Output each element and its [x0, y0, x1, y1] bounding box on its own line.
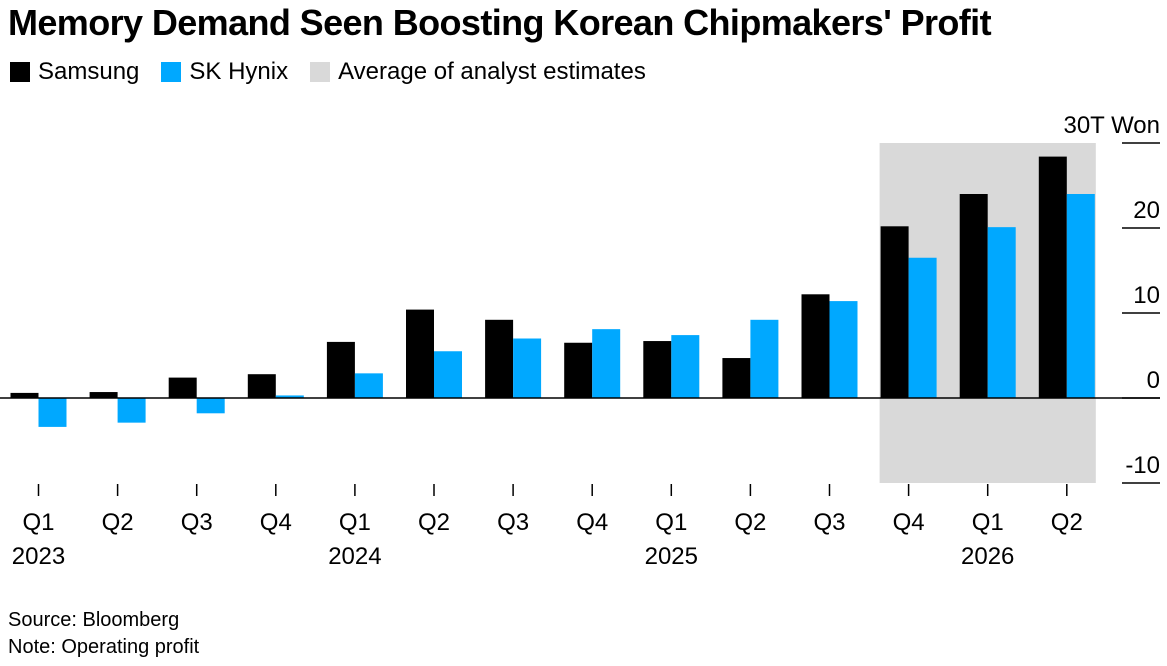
- bar-chart: 30T Won 20 10 0 -10 Q1 Q2 Q3 Q4 Q1 Q2 Q3 Q4 Q1 Q2 Q3 Q4 Q…: [0, 112, 1160, 570]
- x-tick-label: Q4: [893, 509, 925, 536]
- samsung-bar: [406, 309, 434, 398]
- x-tick-label: Q4: [576, 509, 608, 536]
- y-tick-label: 20: [1133, 197, 1160, 224]
- samsung-bar: [801, 294, 830, 398]
- samsung-bar: [89, 392, 118, 398]
- legend-swatch-sk-hynix: [161, 62, 182, 82]
- year-label: 2025: [645, 543, 698, 570]
- operating-profit-note: Note: Operating profit: [8, 636, 200, 658]
- sk-hynix-bar: [592, 329, 621, 398]
- sk-hynix-bar: [908, 257, 937, 398]
- sk-hynix-bar: [275, 395, 304, 398]
- x-tick-label: Q1: [655, 509, 687, 536]
- sk-hynix-bar: [829, 301, 858, 398]
- x-tick-label: Q2: [1051, 509, 1083, 536]
- year-label: 2026: [961, 543, 1014, 570]
- sk-hynix-bar: [987, 227, 1016, 398]
- samsung-bar: [10, 392, 39, 398]
- source-note: Source: Bloomberg: [8, 609, 180, 631]
- x-tick-label: Q1: [22, 509, 54, 536]
- legend-label-estimates: Average of analyst estimates: [338, 58, 646, 85]
- year-label: 2024: [328, 543, 381, 570]
- x-tick-label: Q3: [497, 509, 529, 536]
- x-tick-label: Q4: [260, 509, 292, 536]
- sk-hynix-bar: [38, 398, 67, 427]
- sk-hynix-bar: [513, 338, 542, 398]
- y-tick-label: 10: [1133, 282, 1160, 309]
- sk-hynix-bar: [1066, 194, 1095, 398]
- samsung-bar: [168, 377, 197, 398]
- legend-label-samsung: Samsung: [38, 58, 140, 85]
- legend-item-sk-hynix: SK Hynix: [161, 58, 288, 86]
- samsung-bar: [564, 342, 593, 398]
- year-label: 2023: [12, 543, 65, 570]
- sk-hynix-bar: [671, 335, 700, 398]
- samsung-bar: [722, 358, 751, 398]
- x-tick-label: Q3: [813, 509, 845, 536]
- x-tick-label: Q2: [734, 509, 766, 536]
- sk-hynix-bar: [354, 373, 383, 398]
- samsung-bar: [643, 341, 672, 398]
- legend-item-estimates: Average of analyst estimates: [310, 58, 646, 86]
- sk-hynix-bar: [434, 351, 462, 398]
- samsung-bar: [326, 341, 355, 398]
- samsung-bar: [959, 194, 988, 398]
- sk-hynix-bar: [196, 398, 225, 414]
- samsung-bar: [1038, 156, 1067, 398]
- legend-swatch-estimates: [310, 62, 331, 82]
- sk-hynix-bar: [117, 398, 146, 423]
- legend-item-samsung: Samsung: [10, 58, 139, 86]
- x-tick-label: Q2: [102, 509, 134, 536]
- x-tick-label: Q1: [339, 509, 371, 536]
- y-tick-label: -10: [1125, 452, 1160, 479]
- legend-swatch-samsung: [10, 62, 30, 82]
- x-tick-label: Q2: [418, 509, 450, 536]
- chart-title: Memory Demand Seen Boosting Korean Chipm…: [8, 2, 992, 43]
- x-tick-label: Q3: [181, 509, 213, 536]
- samsung-bar: [485, 319, 514, 398]
- x-tick-label: Q1: [972, 509, 1004, 536]
- samsung-bar: [247, 374, 276, 398]
- samsung-bar: [880, 226, 909, 398]
- y-tick-label: 30T Won: [1063, 112, 1160, 139]
- y-tick-label: 0: [1147, 367, 1160, 394]
- sk-hynix-bar: [750, 319, 779, 398]
- legend: Samsung SK Hynix Average of analyst esti…: [10, 58, 668, 86]
- legend-label-sk-hynix: SK Hynix: [189, 58, 289, 85]
